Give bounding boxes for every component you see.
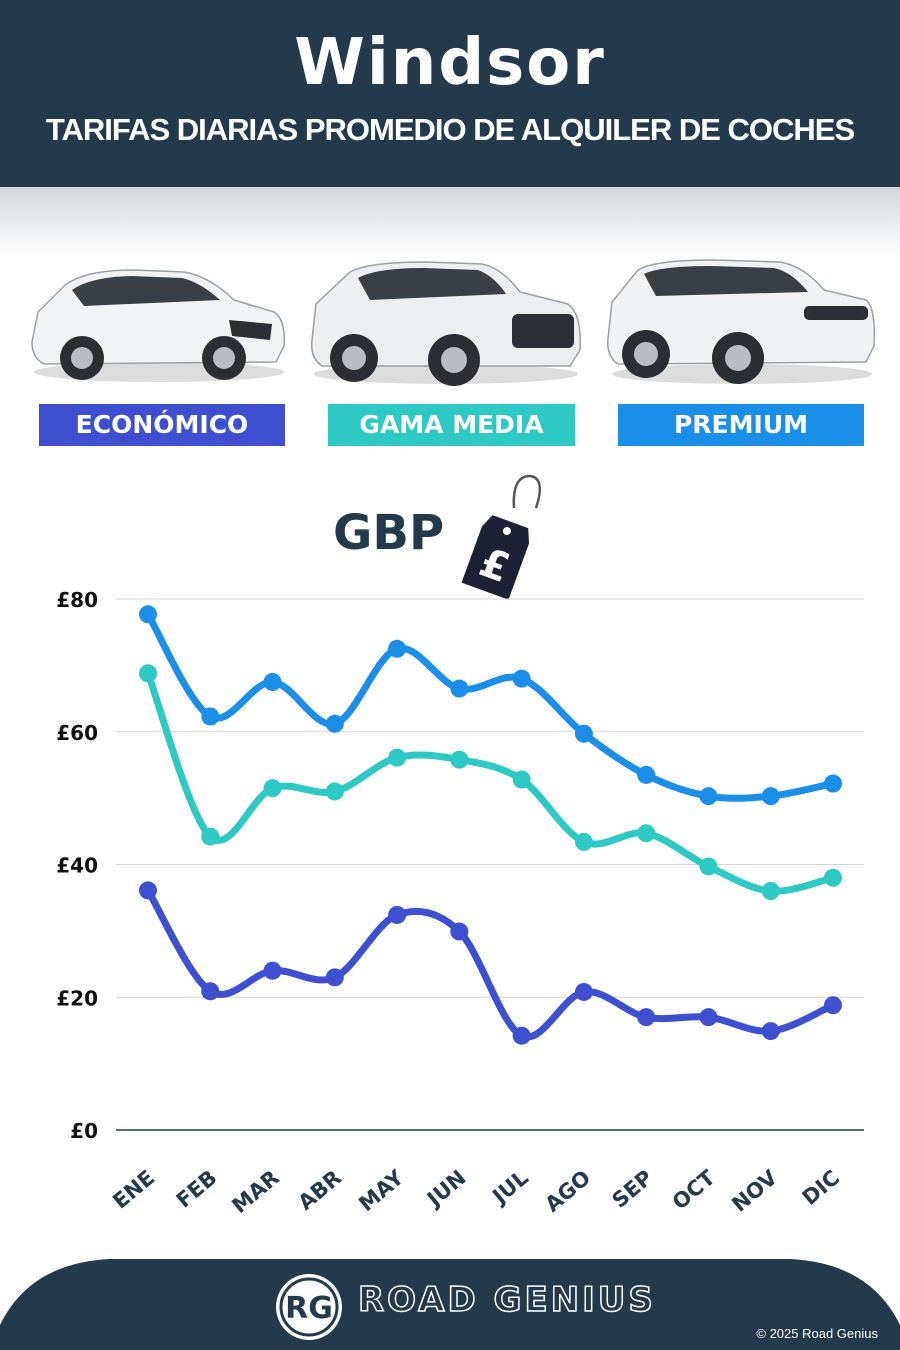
- road-genius-logo-icon: RG: [276, 1274, 342, 1340]
- data-point: [450, 750, 469, 769]
- data-point: [699, 1008, 718, 1027]
- footer-band: [0, 1259, 900, 1350]
- brand-name: ROAD GENIUS: [357, 1279, 656, 1321]
- x-tick-label: ENE: [108, 1165, 159, 1213]
- data-point: [512, 669, 531, 688]
- data-point: [139, 881, 157, 900]
- data-point: [201, 827, 220, 846]
- x-tick-label: DIC: [798, 1165, 845, 1210]
- data-point: [450, 922, 469, 941]
- suv-car-icon: [310, 261, 581, 386]
- data-point: [201, 982, 220, 1001]
- price-tag-icon: £: [461, 474, 542, 600]
- x-tick-label: NOV: [727, 1165, 782, 1217]
- data-point: [325, 782, 344, 801]
- data-point: [450, 679, 469, 698]
- series-line: [144, 886, 837, 1041]
- category-badge-economico: ECONÓMICO: [39, 404, 285, 446]
- data-point: [388, 905, 407, 924]
- page-title: Windsor: [294, 26, 606, 100]
- data-point: [824, 996, 842, 1015]
- y-tick-label: £60: [56, 721, 98, 745]
- data-point: [325, 968, 344, 987]
- data-point: [574, 982, 593, 1001]
- data-point: [325, 714, 344, 733]
- data-point: [388, 639, 407, 658]
- x-tick-label: MAY: [354, 1165, 409, 1216]
- data-point: [824, 868, 842, 887]
- data-point: [388, 748, 407, 767]
- data-point: [637, 824, 656, 843]
- data-point: [761, 1022, 780, 1041]
- data-point: [263, 961, 282, 980]
- category-badge-premium: PREMIUM: [618, 404, 864, 446]
- header-shadow: [0, 187, 900, 257]
- category-badge-gama-media: GAMA MEDIA: [328, 404, 575, 446]
- x-tick-label: AGO: [540, 1165, 595, 1216]
- data-point: [139, 664, 157, 683]
- x-tick-label: JUN: [421, 1165, 470, 1212]
- page-subtitle: TARIFAS DIARIAS PROMEDIO DE ALQUILER DE …: [45, 112, 855, 147]
- data-point: [699, 787, 718, 806]
- y-tick-label: £80: [56, 588, 98, 612]
- series-line: [144, 610, 837, 802]
- data-point: [201, 707, 220, 726]
- x-tick-label: ABR: [293, 1165, 346, 1215]
- hatchback-car-icon: [31, 269, 286, 382]
- line-chart: £0 £20 £40 £60 £80 ENE FEB MAR ABR MAY JUN JUL AGO SE…: [56, 588, 864, 1218]
- data-point: [512, 1026, 531, 1045]
- data-point: [263, 779, 282, 798]
- header-banner: Windsor TARIFAS DIARIAS PROMEDIO DE ALQU…: [0, 0, 900, 187]
- luxury-suv-car-icon: [606, 259, 876, 384]
- x-tick-label: MAR: [227, 1165, 283, 1218]
- x-tick-label: SEP: [608, 1165, 658, 1212]
- y-tick-label: £40: [56, 854, 98, 878]
- copyright-text: © 2025 Road Genius: [756, 1326, 878, 1341]
- data-point: [512, 770, 531, 789]
- data-point: [574, 832, 593, 851]
- data-point: [637, 765, 656, 784]
- data-point: [139, 605, 157, 624]
- data-point: [637, 1008, 656, 1027]
- x-tick-label: FEB: [172, 1165, 222, 1212]
- series-line: [144, 669, 837, 895]
- currency-label: GBP: [333, 505, 445, 561]
- data-point: [761, 882, 780, 901]
- logo-monogram: RG: [285, 1291, 333, 1326]
- y-tick-label: £20: [56, 986, 98, 1010]
- x-tick-label: OCT: [668, 1165, 720, 1214]
- y-tick-label: £0: [70, 1119, 98, 1143]
- data-point: [574, 724, 593, 743]
- data-point: [263, 672, 282, 691]
- data-point: [699, 857, 718, 876]
- data-point: [824, 774, 842, 793]
- data-point: [761, 787, 780, 806]
- x-tick-label: JUL: [487, 1165, 533, 1209]
